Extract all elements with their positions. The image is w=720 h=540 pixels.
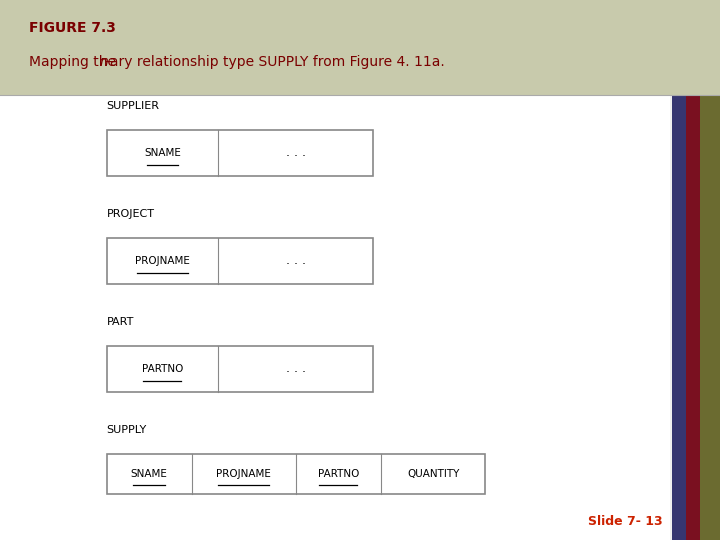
Text: . . .: . . . — [286, 146, 305, 159]
Text: -ary relationship type SUPPLY from Figure 4. 11a.: -ary relationship type SUPPLY from Figur… — [105, 55, 444, 69]
Text: . . .: . . . — [286, 362, 305, 375]
Bar — [107, 346, 373, 392]
Bar — [107, 454, 485, 494]
Text: SUPPLIER: SUPPLIER — [107, 100, 160, 111]
Bar — [686, 94, 700, 540]
Text: PROJNAME: PROJNAME — [216, 469, 271, 479]
Text: n: n — [99, 55, 108, 69]
Bar — [107, 238, 373, 284]
Text: SNAME: SNAME — [130, 469, 168, 479]
Bar — [700, 94, 720, 540]
Text: QUANTITY: QUANTITY — [407, 469, 459, 479]
Text: Mapping the: Mapping the — [29, 55, 120, 69]
Bar — [107, 130, 373, 176]
Bar — [672, 94, 686, 540]
Text: PARTNO: PARTNO — [318, 469, 359, 479]
Text: SNAME: SNAME — [144, 147, 181, 158]
Bar — [0, 0, 720, 94]
Text: FIGURE 7.3: FIGURE 7.3 — [29, 21, 116, 35]
Text: PARTNO: PARTNO — [142, 363, 183, 374]
Text: . . .: . . . — [286, 254, 305, 267]
Text: SUPPLY: SUPPLY — [107, 424, 147, 435]
Bar — [0, 94, 670, 540]
Text: PROJECT: PROJECT — [107, 208, 155, 219]
Text: PART: PART — [107, 316, 134, 327]
Text: Slide 7- 13: Slide 7- 13 — [588, 515, 662, 528]
Text: PROJNAME: PROJNAME — [135, 255, 190, 266]
